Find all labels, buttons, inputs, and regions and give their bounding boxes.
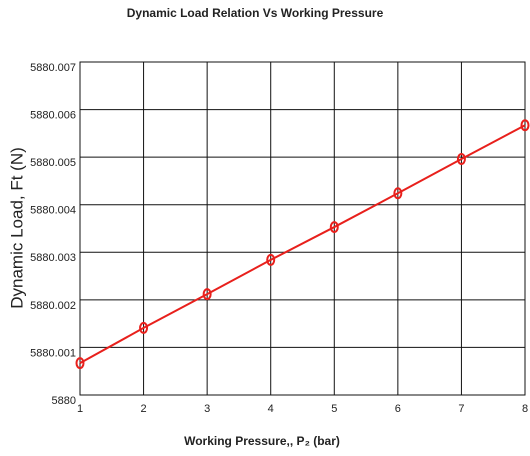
x-tick-label: 2	[141, 403, 147, 415]
point-marker	[266, 253, 276, 266]
x-tick-label: 5	[331, 403, 337, 415]
point-marker	[393, 187, 403, 200]
y-tick-label: 5880.005	[30, 157, 76, 169]
plot-frame	[79, 61, 526, 396]
x-axis-label: Working Pressure,, P₂ (bar)	[184, 434, 340, 448]
chart-title: Dynamic Load Relation Vs Working Pressur…	[127, 6, 384, 20]
y-tick-label: 5880	[52, 395, 76, 407]
y-tick-label: 5880.002	[30, 300, 76, 312]
point-marker	[75, 357, 85, 370]
y-tick-label: 5880.004	[30, 205, 76, 217]
y-tick-label: 5880.007	[30, 62, 76, 74]
point-marker	[520, 119, 530, 132]
x-tick-label: 6	[395, 403, 401, 415]
y-tick-label: 5880.003	[30, 252, 76, 264]
x-tick-label: 8	[522, 403, 528, 415]
point-marker	[139, 321, 149, 334]
x-tick-label: 7	[458, 403, 464, 415]
point-marker	[456, 153, 466, 166]
point-marker	[202, 288, 212, 301]
x-tick-label: 3	[204, 403, 210, 415]
point-marker	[329, 221, 339, 234]
x-tick-label: 4	[268, 403, 274, 415]
series-line	[79, 124, 526, 365]
y-tick-label: 5880.001	[30, 347, 76, 359]
x-tick-label: 1	[77, 403, 83, 415]
y-axis-label: Dynamic Load, Ft (N)	[7, 147, 26, 309]
y-tick-label: 5880.006	[30, 109, 76, 121]
